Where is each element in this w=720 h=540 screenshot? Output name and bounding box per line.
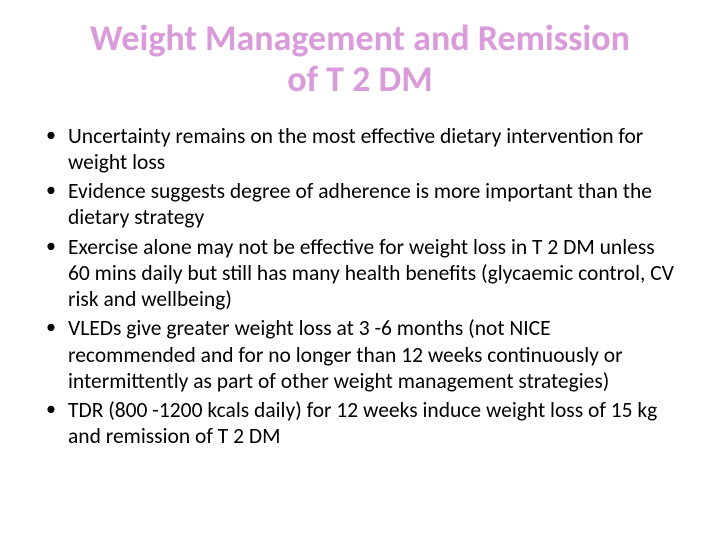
- slide: Weight Management and Remission of T 2 D…: [0, 0, 720, 540]
- slide-title: Weight Management and Remission of T 2 D…: [40, 18, 680, 101]
- bullet-item: VLEDs give greater weight loss at 3 -6 m…: [40, 315, 680, 394]
- bullet-item: Exercise alone may not be effective for …: [40, 234, 680, 313]
- bullet-item: TDR (800 -1200 kcals daily) for 12 weeks…: [40, 397, 680, 449]
- bullet-item: Uncertainty remains on the most effectiv…: [40, 123, 680, 175]
- bullet-list: Uncertainty remains on the most effectiv…: [40, 123, 680, 453]
- bullet-item: Evidence suggests degree of adherence is…: [40, 178, 680, 230]
